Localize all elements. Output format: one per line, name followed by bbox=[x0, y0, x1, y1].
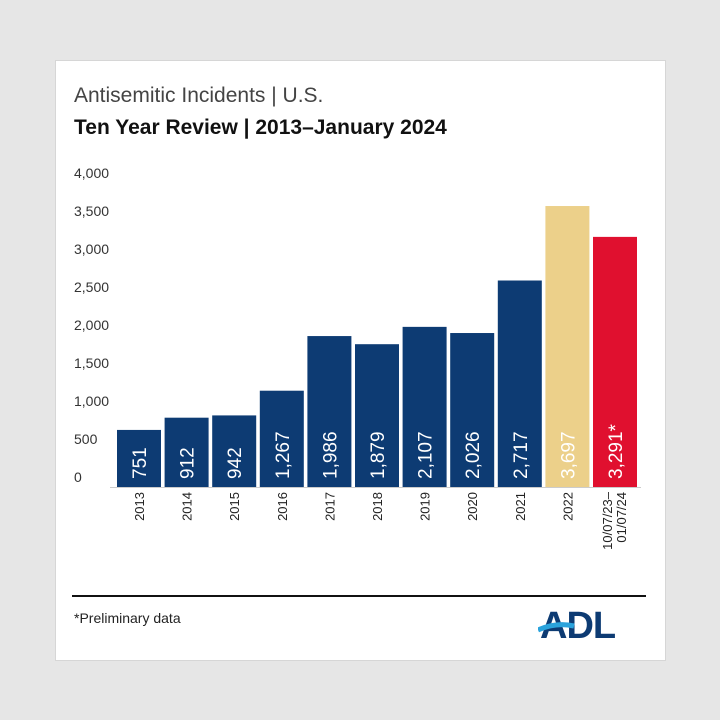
bar-value-label: 942 bbox=[225, 447, 246, 479]
bar bbox=[307, 336, 352, 487]
y-tick-label: 1,500 bbox=[74, 355, 109, 371]
bar-value-label: 3,697 bbox=[558, 431, 579, 479]
x-tick-label: 2017 bbox=[322, 492, 337, 521]
bar bbox=[450, 333, 495, 487]
chart-title: Antisemitic Incidents | U.S. bbox=[74, 84, 324, 107]
bar-value-label: 3,291* bbox=[606, 423, 627, 479]
bar-value-label: 1,986 bbox=[320, 431, 341, 479]
footnote: *Preliminary data bbox=[74, 610, 181, 626]
x-tick-label: 2022 bbox=[560, 492, 575, 521]
x-tick-label: 2016 bbox=[275, 492, 290, 521]
bar-value-label: 1,879 bbox=[368, 431, 389, 479]
bar bbox=[402, 326, 447, 487]
bar bbox=[164, 417, 209, 487]
x-tick-label: 2015 bbox=[227, 492, 242, 521]
x-tick-label: 10/07/23– bbox=[600, 491, 615, 550]
bar-value-label: 1,267 bbox=[273, 431, 294, 479]
footer-divider bbox=[72, 595, 646, 597]
x-tick-label: 2014 bbox=[180, 492, 195, 521]
y-tick-label: 0 bbox=[74, 469, 82, 485]
x-tick-label: 2020 bbox=[465, 492, 480, 521]
bar bbox=[259, 390, 304, 487]
y-tick-label: 4,000 bbox=[74, 165, 109, 181]
x-tick-label: 2021 bbox=[513, 492, 528, 521]
x-tick-label: 01/07/24 bbox=[614, 492, 629, 543]
y-tick-label: 2,500 bbox=[74, 279, 109, 295]
bar-value-label: 751 bbox=[130, 447, 151, 479]
bar bbox=[545, 206, 590, 487]
y-tick-label: 1,000 bbox=[74, 393, 109, 409]
bar bbox=[497, 280, 542, 487]
bar-value-label: 2,717 bbox=[511, 431, 532, 479]
x-tick-label: 2018 bbox=[370, 492, 385, 521]
bar bbox=[593, 236, 637, 487]
y-tick-label: 3,000 bbox=[74, 241, 109, 257]
bar-value-label: 2,107 bbox=[416, 431, 437, 479]
chart-subtitle: Ten Year Review | 2013–January 2024 bbox=[74, 116, 447, 139]
adl-logo: ADL bbox=[538, 605, 617, 646]
y-tick-label: 500 bbox=[74, 431, 98, 447]
bar bbox=[355, 344, 399, 487]
bar bbox=[117, 429, 161, 487]
bar bbox=[212, 415, 257, 487]
bar-value-label: 912 bbox=[178, 447, 199, 479]
y-tick-label: 3,500 bbox=[74, 203, 109, 219]
x-tick-label: 2019 bbox=[418, 492, 433, 521]
bar-value-label: 2,026 bbox=[463, 431, 484, 479]
y-tick-label: 2,000 bbox=[74, 317, 109, 333]
x-tick-label: 2013 bbox=[132, 492, 147, 521]
